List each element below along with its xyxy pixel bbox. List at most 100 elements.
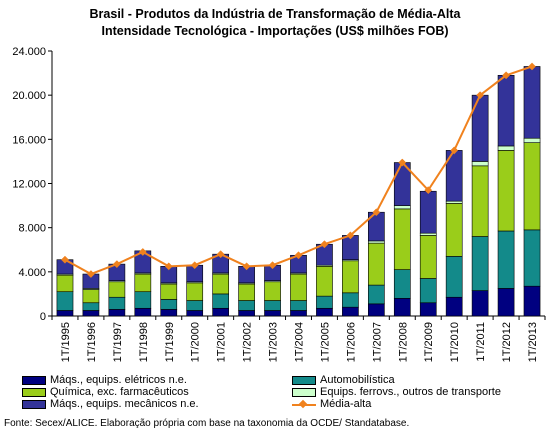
bar-segment [367, 240, 385, 244]
bar-segment [419, 190, 437, 234]
bar-segment [290, 300, 307, 311]
bar-segment [134, 273, 152, 293]
bar-segment [160, 299, 178, 310]
bar-segment [445, 203, 463, 257]
legend-label: Máqs., equips. elétricos n.e. [50, 374, 187, 386]
bar-segment [342, 306, 359, 317]
bar-segment [393, 269, 411, 299]
legend-item: Máqs., equips. mecânicos n.e. [22, 398, 199, 410]
media-alta-point [398, 158, 407, 167]
legend-swatch [22, 375, 46, 385]
legend-line-marker [292, 400, 316, 409]
legend-label: Automobilística [320, 374, 395, 386]
media-alta-point [476, 91, 485, 100]
media-alta-point [372, 208, 381, 217]
bar-segment [523, 229, 541, 287]
x-tick-label: 1T/2002 [242, 322, 254, 362]
x-tick-label: 1T/1999 [164, 322, 176, 362]
legend-item: Média-alta [292, 398, 371, 410]
bar-segment [523, 142, 541, 231]
legend-label: Equips. ferrovs., outros de transporte [320, 386, 501, 398]
bar-segment [445, 256, 463, 298]
y-tick-label: 24.000 [12, 46, 46, 58]
bar-segment [290, 310, 307, 317]
media-alta-point [268, 261, 277, 270]
bar-segment [523, 137, 541, 143]
bar-segment [419, 232, 437, 236]
bar-segment [134, 307, 152, 317]
x-tick-label: 1T/2007 [371, 322, 383, 362]
media-alta-point [320, 240, 329, 249]
bar-segment [471, 161, 489, 167]
source-note: Fonte: Secex/ALICE. Elaboração própria c… [4, 418, 410, 429]
bar-segment [471, 290, 489, 317]
bar-segment [419, 235, 437, 279]
bar-segment [316, 295, 333, 309]
bar-segment [56, 274, 74, 293]
x-tick-label: 1T/2001 [216, 322, 228, 362]
legend-item: Química, exc. farmacêuticos [22, 386, 189, 398]
bar-segment [264, 310, 281, 317]
bar-segment [186, 310, 204, 317]
bar-segment [393, 208, 411, 270]
bar-segment [497, 288, 515, 317]
bar-segment [238, 283, 255, 301]
chart-title: Brasil - Produtos da Indústria de Transf… [0, 6, 550, 40]
bar-segment [56, 310, 74, 317]
bar-segment [367, 303, 385, 317]
bar-segment [212, 307, 230, 317]
bar-segment [419, 278, 437, 304]
media-alta-point [86, 270, 95, 278]
chart-title-line-2: Intensidade Tecnológica - Importações (U… [101, 24, 449, 38]
legend-swatch [292, 375, 316, 385]
bar-segment [264, 300, 281, 311]
y-tick-label: 8.000 [18, 223, 46, 235]
bar-segment [108, 296, 126, 310]
x-tick-label: 1T/2010 [449, 322, 461, 362]
media-alta-point [112, 260, 121, 269]
x-tick-label: 1T/2008 [397, 322, 409, 362]
x-tick-label: 1T/2003 [268, 322, 280, 362]
legend-swatch [292, 387, 316, 397]
bar-segment [212, 273, 230, 295]
bar-segment [56, 291, 74, 311]
x-tick-label: 1T/2013 [527, 322, 539, 362]
legend-label: Média-alta [320, 398, 372, 410]
media-alta-point [346, 231, 355, 240]
bar-segment [82, 310, 100, 317]
bar-segment [160, 283, 178, 300]
x-tick-label: 1T/2000 [190, 322, 202, 362]
legend-label: Química, exc. farmacêuticos [50, 386, 189, 398]
media-alta-point [190, 261, 199, 270]
bar-segment [160, 309, 178, 317]
media-alta-point [450, 146, 459, 155]
bar-segment [134, 291, 152, 309]
bar-segment [445, 296, 463, 317]
y-tick-label: 4.000 [18, 267, 46, 279]
legend-label: Máqs., equips. mecânicos n.e. [50, 398, 199, 410]
bar-segment [316, 307, 333, 317]
x-tick-label: 1T/2006 [345, 322, 357, 362]
x-tick-label: 1T/2011 [475, 322, 487, 362]
media-alta-point [242, 262, 251, 271]
bar-segment [264, 281, 281, 301]
y-tick-label: 20.000 [12, 90, 46, 102]
bar-segment [367, 242, 385, 286]
legend-item: Equips. ferrovs., outros de transporte [292, 386, 501, 398]
bar-segment [367, 284, 385, 305]
legend-item: Máqs., equips. elétricos n.e. [22, 374, 187, 386]
legend-swatch [22, 387, 46, 397]
media-alta-point [294, 251, 303, 260]
y-tick-label: 0 [40, 311, 46, 323]
bar-segment [471, 236, 489, 291]
bar-segment [82, 289, 100, 304]
bar-segment [445, 200, 463, 204]
bar-segment [290, 273, 307, 301]
bar-segment [238, 300, 255, 311]
x-tick-label: 1T/1998 [138, 322, 150, 362]
y-tick-label: 16.000 [12, 134, 46, 146]
chart-title-line-1: Brasil - Produtos da Indústria de Transf… [89, 7, 461, 21]
bar-segment [497, 74, 515, 147]
bar-segment [393, 298, 411, 317]
